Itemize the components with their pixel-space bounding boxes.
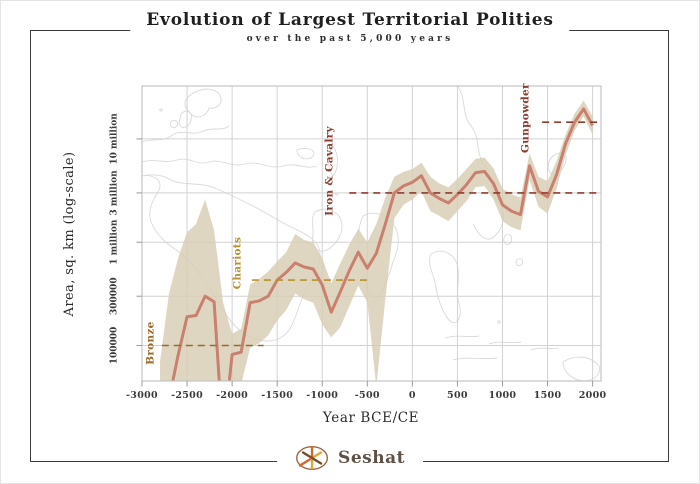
y-tick-label: 3 million [110,170,120,216]
x-tick-label: -2000 [216,390,248,401]
x-tick-label: 0 [409,390,416,401]
plot-border [141,85,602,382]
x-tick-label: 2000 [579,390,607,401]
largest-polity-line [171,107,594,381]
y-tick-label: 1 million [110,219,120,265]
chart-subtitle: over the past 5,000 years [246,34,454,44]
y-tick-label: 100000 [110,327,120,365]
annotation-label: Bronze [145,321,157,365]
x-tick-label: -500 [355,390,380,401]
y-tick-label: 10 million [110,113,120,165]
y-axis-title: Area, sq. km (log-scale) [62,151,77,317]
title-block: Evolution of Largest Territorial Politie… [130,10,570,44]
annotation-label: Iron & Cavalry [324,125,336,215]
seshat-star-icon [296,445,329,471]
seshat-logo: Seshat [277,444,423,472]
x-axis-title: Year BCE/CE [322,410,420,426]
x-tick-label: 500 [447,390,468,401]
x-tick-label: -2500 [171,390,203,401]
x-tick-label: 1500 [534,390,562,401]
x-tick-label: -1000 [306,390,338,401]
y-tick-label: 300000 [110,277,120,315]
x-tick-label: -3000 [126,390,158,401]
chart-title: Evolution of Largest Territorial Politie… [146,10,554,30]
annotation-label: Chariots [232,237,244,289]
x-tick-label: -1500 [261,390,293,401]
seshat-logo-text: Seshat [338,448,405,468]
plot-area: Bronze Chariots Iron & Cavalry Gunpowder -30… [110,83,607,401]
x-tick-label: 1000 [489,390,517,401]
annotation-label: Gunpowder [520,83,532,153]
